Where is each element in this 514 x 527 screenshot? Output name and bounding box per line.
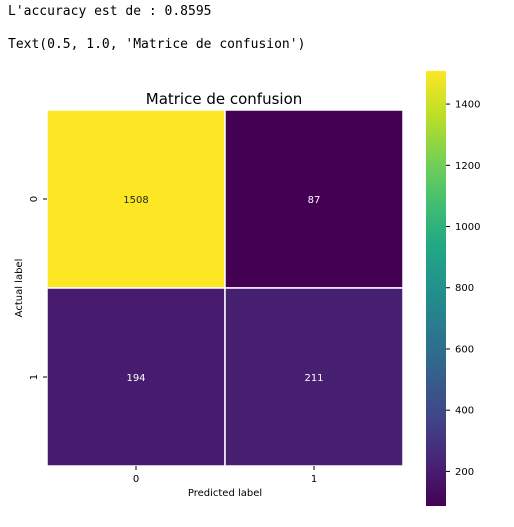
cell-value-label: 211 <box>304 373 323 384</box>
y-tick-label: 1 <box>29 374 40 380</box>
chart-title: Matrice de confusion <box>146 90 303 108</box>
text-repr-output-line: Text(0.5, 1.0, 'Matrice de confusion') <box>8 37 306 52</box>
colorbar-tick-label: 1200 <box>455 161 480 172</box>
colorbar-tick-label: 800 <box>455 283 474 294</box>
colorbar-tick-label: 200 <box>455 467 474 478</box>
x-axis-label: Predicted label <box>188 488 262 499</box>
colorbar-tick-label: 400 <box>455 406 474 417</box>
cell-value-label: 194 <box>126 373 145 384</box>
heatmap-cell <box>224 287 404 467</box>
y-axis-label: Actual label <box>14 259 25 318</box>
heatmap-cell <box>46 109 226 289</box>
heatmap-cell <box>46 287 226 467</box>
cell-value-label: 87 <box>308 195 321 206</box>
y-tick-label: 0 <box>29 196 40 202</box>
cell-value-label: 1508 <box>123 195 148 206</box>
x-tick-label: 0 <box>133 474 139 485</box>
colorbar-tick-label: 1400 <box>455 100 480 111</box>
heatmap-cell <box>224 109 404 289</box>
colorbar-tick-label: 1000 <box>455 222 480 233</box>
x-tick-label: 1 <box>311 474 317 485</box>
colorbar <box>426 71 446 506</box>
colorbar-tick-label: 600 <box>455 344 474 355</box>
accuracy-output-line: L'accuracy est de : 0.8595 <box>8 4 212 19</box>
